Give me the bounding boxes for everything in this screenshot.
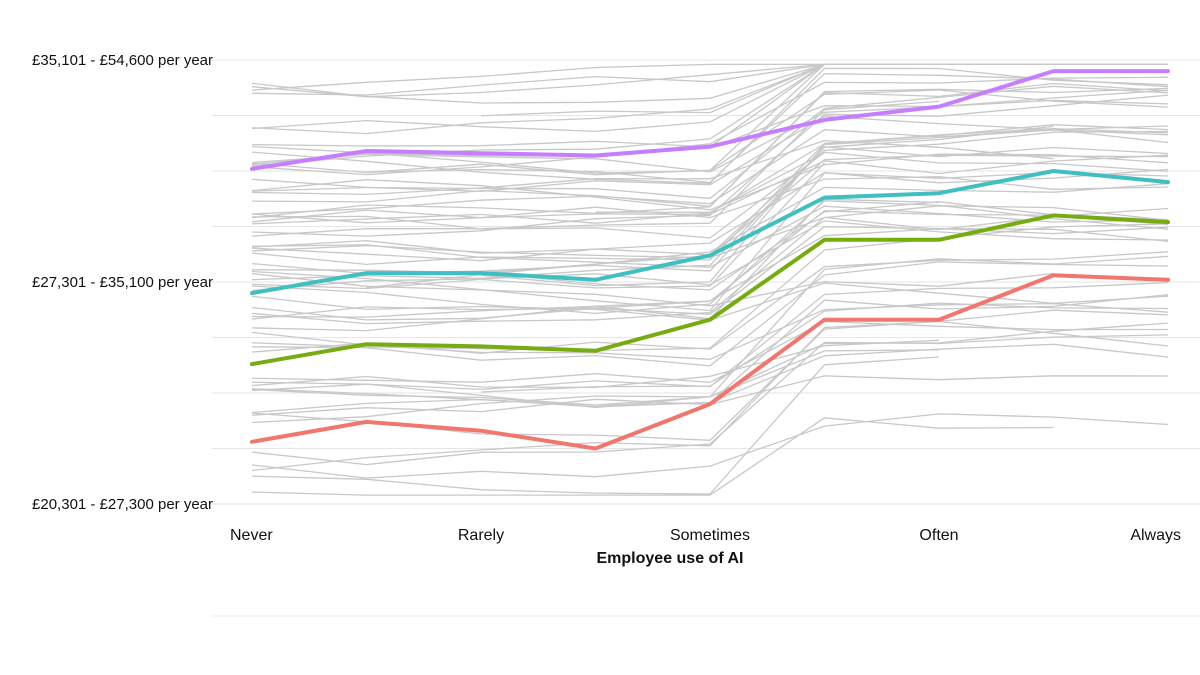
background-line bbox=[251, 413, 1169, 479]
background-line bbox=[251, 183, 1169, 274]
background-line bbox=[251, 281, 1169, 392]
highlighted-series bbox=[250, 69, 1170, 451]
background-line bbox=[251, 302, 1169, 360]
y-tick-labels: £35,101 - £54,600 per year £27,301 - £35,… bbox=[32, 52, 213, 513]
background-line bbox=[251, 226, 1169, 318]
y-tick-label: £27,301 - £35,100 per year bbox=[32, 274, 213, 291]
background-line bbox=[251, 207, 1169, 325]
background-line bbox=[251, 220, 1169, 292]
x-tick-labels: Never Rarely Sometimes Often Always bbox=[230, 527, 1181, 544]
background-line bbox=[251, 63, 1168, 104]
background-line bbox=[251, 205, 1169, 268]
background-line bbox=[480, 302, 1169, 393]
background-line bbox=[251, 261, 1169, 367]
x-tick-label: Rarely bbox=[458, 527, 504, 544]
background-line bbox=[251, 226, 1169, 320]
x-tick-label: Sometimes bbox=[670, 527, 750, 544]
background-line bbox=[251, 339, 940, 389]
series-line-teal bbox=[250, 169, 1170, 296]
background-line bbox=[251, 320, 1169, 472]
background-lines bbox=[251, 63, 1169, 496]
background-line bbox=[251, 94, 1169, 237]
background-line bbox=[251, 162, 825, 290]
x-tick-label: Often bbox=[919, 527, 958, 544]
x-tick-label: Always bbox=[1130, 527, 1181, 544]
background-line bbox=[251, 154, 1169, 223]
background-line bbox=[251, 205, 1169, 259]
background-line bbox=[251, 356, 940, 495]
series-line-green bbox=[250, 213, 1170, 367]
background-line bbox=[251, 139, 1054, 196]
background-line bbox=[251, 334, 1169, 466]
background-line bbox=[251, 200, 1169, 315]
series-line-purple bbox=[250, 69, 1170, 171]
background-line bbox=[251, 67, 1169, 184]
background-line bbox=[251, 63, 1168, 167]
background-line bbox=[251, 87, 1169, 219]
background-line bbox=[480, 129, 1169, 287]
background-line bbox=[251, 100, 940, 237]
background-line bbox=[251, 124, 1169, 266]
y-tick-label: £20,301 - £27,300 per year bbox=[32, 496, 213, 513]
background-line bbox=[595, 152, 825, 213]
background-line bbox=[251, 115, 1169, 193]
background-line bbox=[251, 85, 1169, 200]
x-tick-label: Never bbox=[230, 527, 273, 544]
x-axis-title: Employee use of AI bbox=[597, 550, 744, 567]
background-line bbox=[251, 151, 1169, 239]
background-line bbox=[251, 89, 1169, 173]
background-line bbox=[251, 320, 1169, 384]
background-line bbox=[251, 272, 1054, 307]
series-line-red bbox=[250, 273, 1170, 451]
background-line bbox=[251, 322, 1169, 409]
background-line bbox=[251, 153, 1169, 211]
background-line bbox=[251, 309, 1169, 441]
background-line bbox=[251, 417, 1054, 496]
y-tick-label: £35,101 - £54,600 per year bbox=[32, 52, 213, 69]
background-line bbox=[251, 171, 1169, 312]
